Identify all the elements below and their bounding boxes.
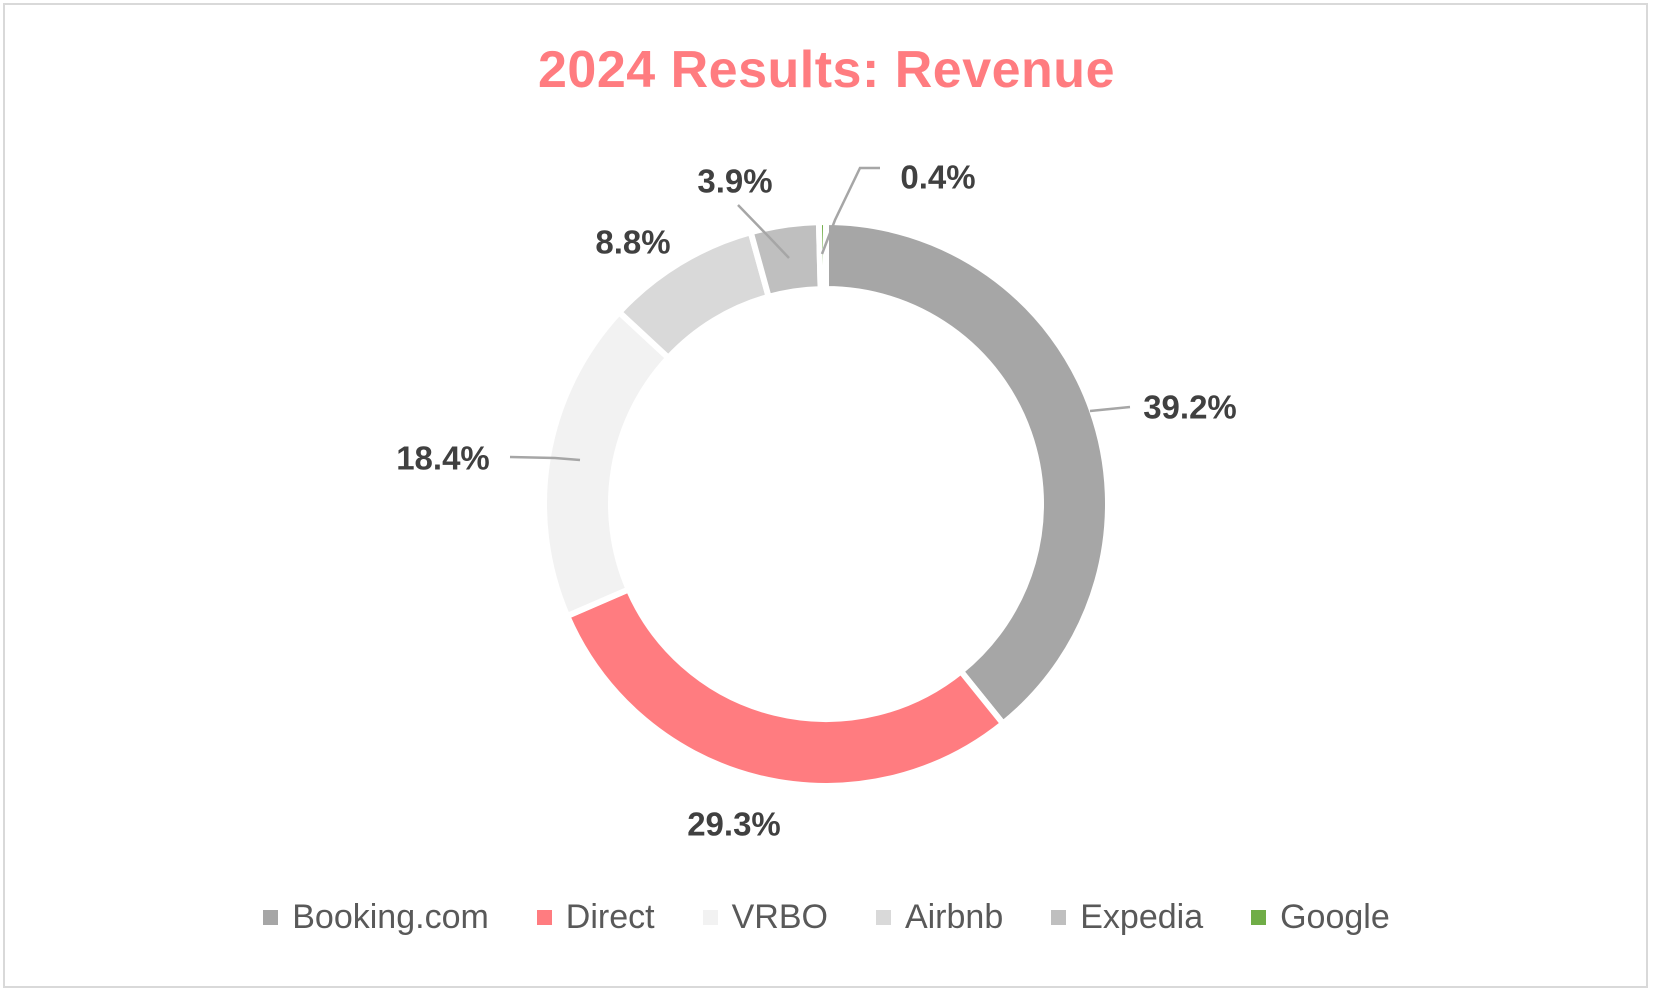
legend-label: Booking.com	[292, 898, 489, 936]
legend-label: Direct	[565, 898, 655, 936]
legend-swatch	[1251, 910, 1267, 925]
slices-layer	[541, 218, 1111, 789]
legend-label: Google	[1280, 898, 1390, 936]
data-label-booking-com: 39.2%	[1143, 389, 1237, 426]
legend-swatch	[875, 910, 891, 925]
legend-label: Expedia	[1080, 898, 1204, 936]
data-label-expedia: 3.9%	[697, 163, 772, 200]
leader-line-booking-com	[1089, 405, 1131, 413]
slice-vrbo	[541, 308, 673, 620]
legend-item-direct: Direct	[536, 898, 655, 937]
legend-item-expedia: Expedia	[1051, 898, 1203, 937]
data-label-airbnb: 8.8%	[595, 224, 670, 261]
slice-direct	[563, 585, 1008, 789]
data-label-google: 0.4%	[900, 159, 975, 196]
legend-item-booking-com: Booking.com	[263, 898, 489, 937]
leader-line-vrbo	[509, 455, 581, 462]
chart-area	[3, 3, 1648, 988]
legend-item-airbnb: Airbnb	[875, 898, 1004, 937]
legend-item-vrbo: VRBO	[702, 898, 828, 937]
chart-title: 2024 Results: Revenue	[538, 41, 1115, 99]
legend-label: VRBO	[731, 898, 828, 936]
legend: Booking.com Direct VRBO Airbnb Expedia Google	[0, 898, 1653, 937]
data-labels-layer: 39.2% 29.3% 18.4% 8.8% 3.9% 0.4%	[396, 159, 1237, 843]
data-label-direct: 29.3%	[687, 806, 781, 843]
leader-lines-layer	[509, 166, 1131, 462]
leader-line-google	[820, 166, 880, 255]
legend-swatch	[1051, 910, 1067, 925]
slice-google	[815, 218, 829, 293]
data-label-vrbo: 18.4%	[396, 440, 490, 477]
slice-booking-com	[823, 218, 1111, 728]
legend-swatch	[702, 910, 718, 925]
leader-line-expedia	[737, 204, 790, 259]
legend-swatch	[263, 910, 279, 925]
legend-label: Airbnb	[904, 898, 1004, 936]
legend-swatch	[536, 910, 552, 925]
legend-item-google: Google	[1251, 898, 1390, 937]
